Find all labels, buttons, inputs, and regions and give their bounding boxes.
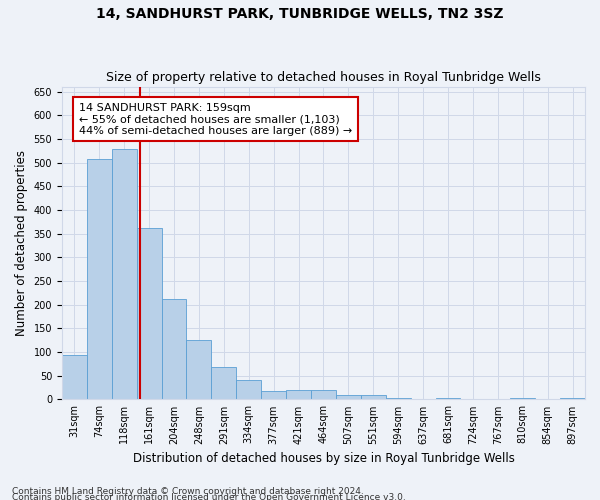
- Bar: [261, 392, 286, 400]
- Bar: [161, 298, 187, 400]
- Bar: [62, 356, 87, 400]
- Bar: [361, 395, 386, 400]
- Bar: [510, 398, 535, 400]
- Title: Size of property relative to detached houses in Royal Tunbridge Wells: Size of property relative to detached ho…: [106, 72, 541, 85]
- Bar: [137, 228, 161, 400]
- Bar: [386, 398, 410, 400]
- Bar: [211, 367, 236, 400]
- Bar: [336, 395, 361, 400]
- Text: Contains HM Land Registry data © Crown copyright and database right 2024.: Contains HM Land Registry data © Crown c…: [12, 486, 364, 496]
- Y-axis label: Number of detached properties: Number of detached properties: [15, 150, 28, 336]
- Bar: [187, 340, 211, 400]
- Bar: [112, 148, 137, 400]
- Bar: [560, 398, 585, 400]
- Bar: [286, 390, 311, 400]
- Text: 14, SANDHURST PARK, TUNBRIDGE WELLS, TN2 3SZ: 14, SANDHURST PARK, TUNBRIDGE WELLS, TN2…: [96, 8, 504, 22]
- Bar: [311, 390, 336, 400]
- X-axis label: Distribution of detached houses by size in Royal Tunbridge Wells: Distribution of detached houses by size …: [133, 452, 514, 465]
- Text: 14 SANDHURST PARK: 159sqm
← 55% of detached houses are smaller (1,103)
44% of se: 14 SANDHURST PARK: 159sqm ← 55% of detac…: [79, 102, 352, 136]
- Bar: [87, 160, 112, 400]
- Text: Contains public sector information licensed under the Open Government Licence v3: Contains public sector information licen…: [12, 492, 406, 500]
- Bar: [436, 398, 460, 400]
- Bar: [236, 380, 261, 400]
